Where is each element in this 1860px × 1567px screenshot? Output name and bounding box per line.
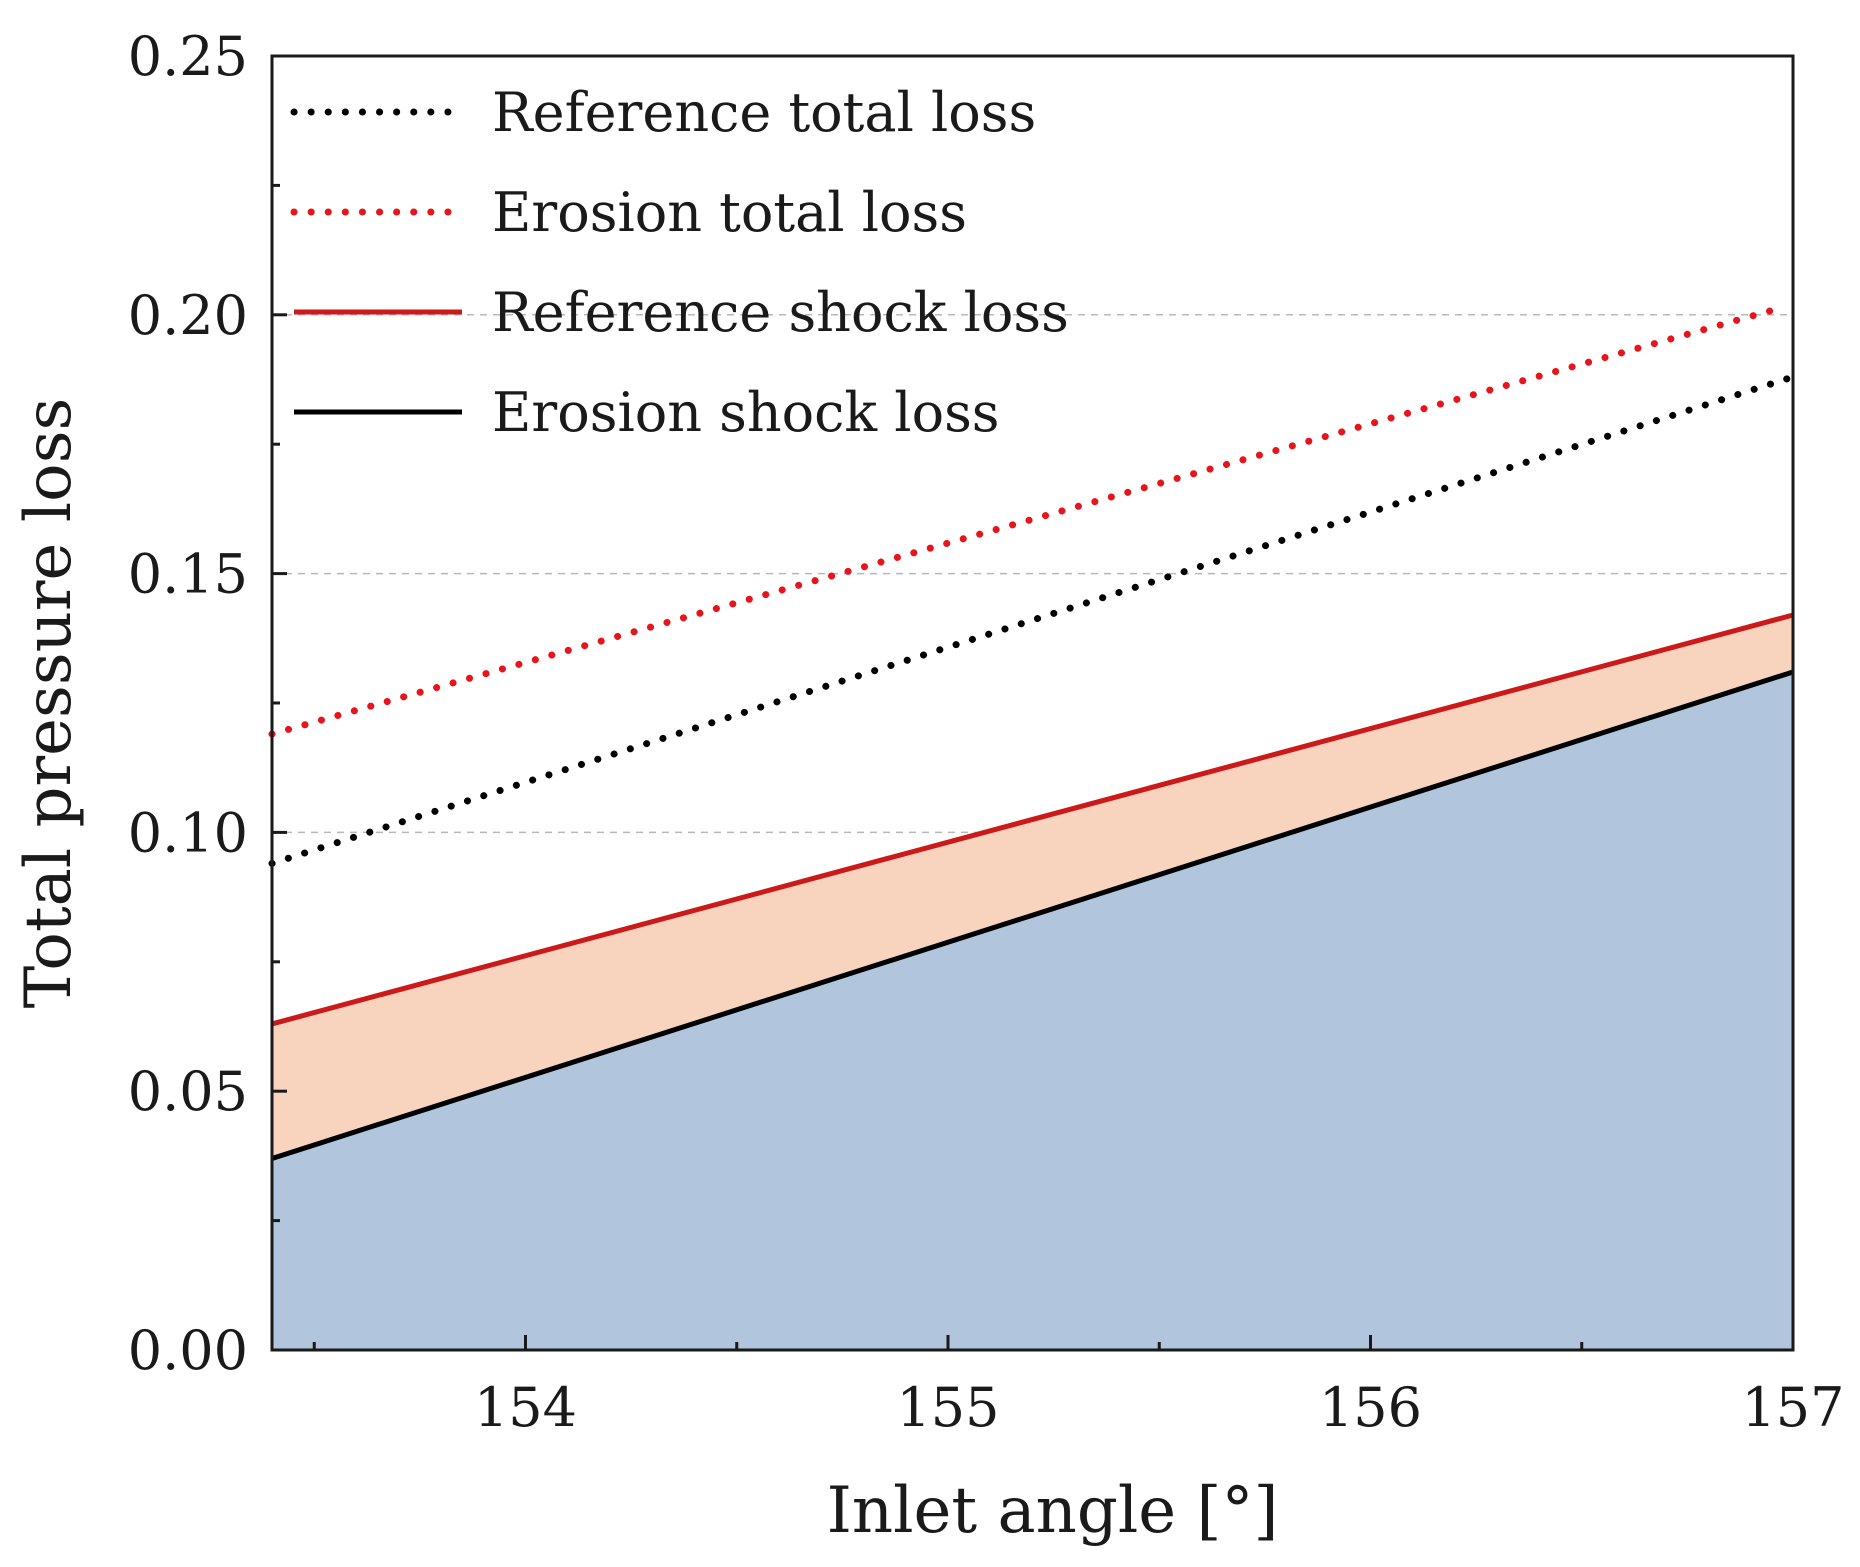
y-tick-label: 0.15 xyxy=(128,543,248,606)
x-tick-label: 154 xyxy=(474,1376,577,1439)
area-fills xyxy=(272,615,1793,1350)
x-tick-label: 156 xyxy=(1319,1376,1422,1439)
legend-label: Erosion total loss xyxy=(492,181,967,244)
x-tick-label: 157 xyxy=(1741,1376,1844,1439)
legend-label: Erosion shock loss xyxy=(492,381,1000,444)
y-axis-title: Total pressure loss xyxy=(12,398,86,1009)
y-tick-label: 0.20 xyxy=(128,284,248,347)
legend-label: Reference total loss xyxy=(492,81,1036,144)
legend-entry-reference-total-loss: Reference total loss xyxy=(290,81,1036,144)
legend-label: Reference shock loss xyxy=(492,281,1069,344)
axis-ticks: 154 155 156 157 0.00 0.05 0.10 0.15 0.20 0.25 xyxy=(128,25,1845,1439)
series-line-erosion-total-loss xyxy=(268,306,1776,738)
y-tick-label: 0.10 xyxy=(128,801,248,864)
series-line-reference-shock-loss xyxy=(271,612,1794,1027)
legend-entry-erosion-total-loss: Erosion total loss xyxy=(290,181,967,244)
legend-entry-reference-shock-loss: Reference shock loss xyxy=(294,281,1069,344)
y-tick-label: 0.00 xyxy=(128,1319,248,1382)
y-tick-label: 0.25 xyxy=(128,25,248,88)
x-axis-title: Inlet angle [°] xyxy=(827,1474,1279,1548)
x-tick-label: 155 xyxy=(896,1376,999,1439)
fill-area-2 xyxy=(272,671,1793,1350)
series-line-reference-total-loss xyxy=(268,373,1797,867)
fill-area-1 xyxy=(272,615,1793,1159)
legend-entry-erosion-shock-loss: Erosion shock loss xyxy=(294,381,1000,444)
series-lines xyxy=(268,306,1797,1161)
y-tick-label: 0.05 xyxy=(128,1060,248,1123)
series-line-erosion-shock-loss xyxy=(271,669,1794,1161)
legend: Reference total loss Erosion total loss Re… xyxy=(290,81,1069,444)
